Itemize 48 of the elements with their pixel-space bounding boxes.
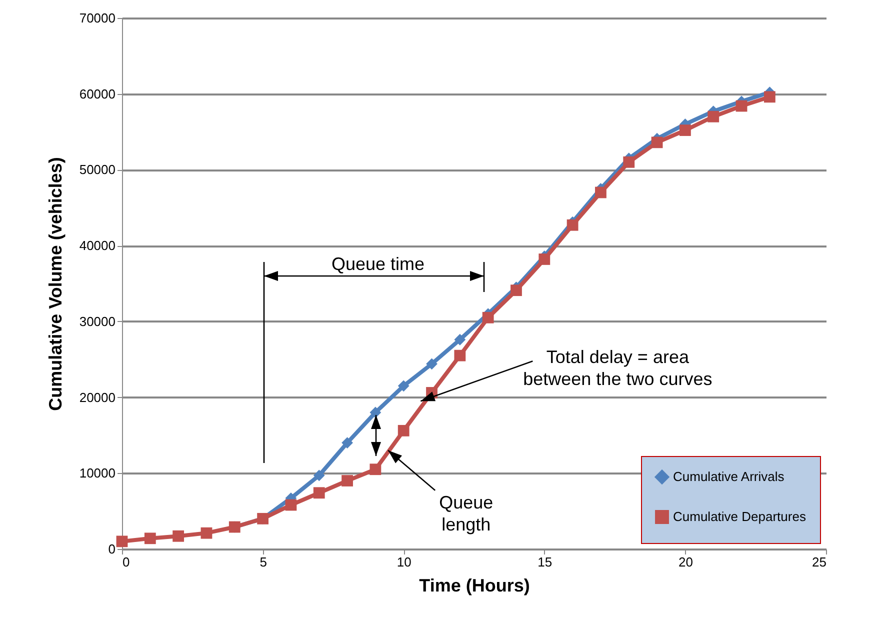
annotation: Queue time [331, 254, 425, 274]
point [538, 254, 550, 265]
annotation: Total delay = area between the two curves [523, 347, 712, 390]
legend-label: Cumulative Departures [673, 509, 806, 524]
point [398, 424, 410, 436]
point [482, 312, 494, 324]
point [370, 406, 382, 418]
point [342, 437, 353, 448]
point [426, 358, 438, 370]
point [172, 530, 184, 542]
point [454, 350, 466, 362]
y-tick-label: 10000 [79, 466, 116, 481]
x-axis-title: Time (Hours) [419, 576, 530, 596]
point [370, 464, 382, 476]
point [736, 100, 748, 112]
y-tick-label: 50000 [79, 162, 116, 178]
y-tick-label: 0 [108, 542, 116, 556]
x-tick-label: 10 [396, 554, 412, 570]
point [116, 536, 128, 548]
x-tick-label: 15 [538, 554, 552, 570]
x-tick-label: 25 [812, 554, 826, 570]
y-tick-label: 70000 [79, 10, 116, 26]
point [313, 487, 325, 499]
y-tick-label: 30000 [79, 314, 116, 329]
point [510, 284, 522, 296]
point [764, 91, 776, 103]
point [454, 334, 466, 346]
point [144, 532, 156, 544]
x-tick-label: 0 [122, 554, 130, 570]
point [651, 136, 663, 148]
y-tick-label: 40000 [79, 238, 116, 254]
x-tick-label: 20 [678, 554, 693, 570]
annotation: Queue length [439, 492, 494, 534]
point [566, 219, 578, 231]
point [285, 499, 297, 511]
point [595, 186, 606, 198]
point [398, 380, 410, 392]
y-tick-label: 60000 [79, 86, 116, 102]
x-tick-label: 5 [260, 554, 267, 570]
point [623, 156, 635, 168]
point [313, 470, 325, 482]
y-tick-label: 20000 [79, 390, 116, 405]
point [342, 475, 353, 486]
point [200, 527, 212, 539]
point [708, 110, 720, 122]
y-axis-title: Cumulative Volume (vehicles) [45, 157, 66, 411]
legend-label: Cumulative Arrivals [673, 469, 785, 484]
point [680, 124, 691, 136]
